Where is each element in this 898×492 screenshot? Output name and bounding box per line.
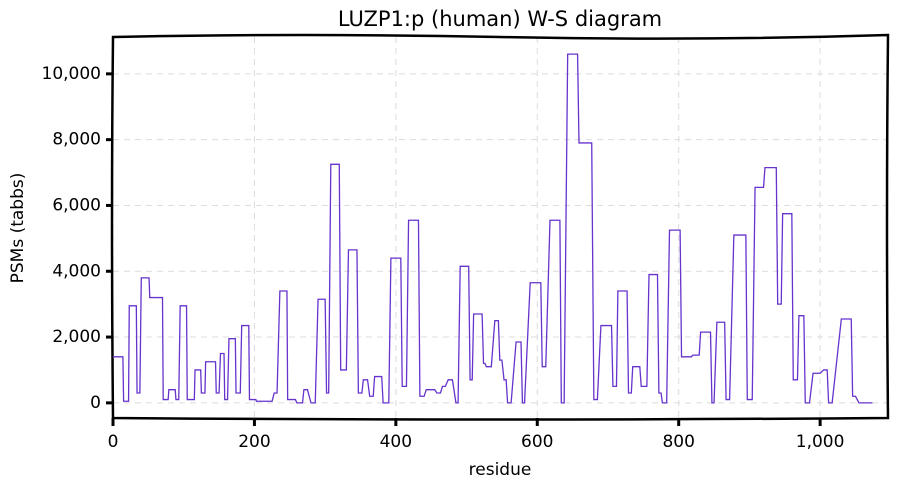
y-tick-label: 6,000 <box>52 195 101 215</box>
x-tick-label: 800 <box>662 432 694 452</box>
x-tick-label: 0 <box>108 432 119 452</box>
data-line <box>113 53 873 404</box>
grid <box>112 37 888 418</box>
x-tick-label: 1,000 <box>796 432 845 452</box>
x-tick-label: 400 <box>380 432 412 452</box>
y-axis-label: PSMs (tabbs) <box>8 173 28 284</box>
chart-title: LUZP1:p (human) W-S diagram <box>338 7 662 31</box>
y-tick-label: 10,000 <box>42 64 101 84</box>
x-tick-label: 600 <box>521 432 553 452</box>
y-tick-label: 4,000 <box>52 261 101 281</box>
y-tick-label: 0 <box>90 393 101 413</box>
x-axis-label: residue <box>469 460 532 480</box>
y-tick-label: 8,000 <box>52 130 101 150</box>
x-tick-label: 200 <box>238 432 270 452</box>
plot-frame <box>110 33 890 421</box>
y-tick-label: 2,000 <box>52 327 101 347</box>
